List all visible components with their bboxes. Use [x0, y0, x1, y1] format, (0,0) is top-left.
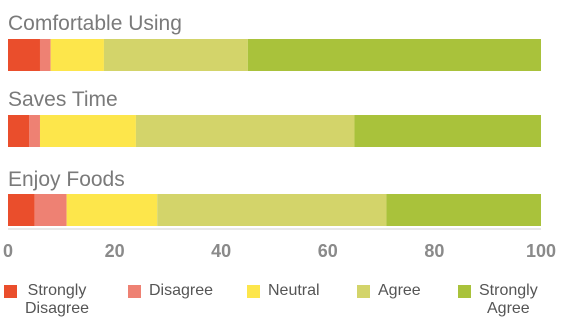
- legend-swatch-disagree: [128, 285, 141, 298]
- bar-segment-comfortable-using-disagree: [39, 39, 51, 71]
- category-label-comfortable-using: Comfortable Using: [8, 12, 182, 35]
- category-label-enjoy-foods: Enjoy Foods: [8, 168, 125, 191]
- x-tick-label-60: 60: [318, 241, 338, 261]
- bar-segment-comfortable-using-neutral: [50, 39, 104, 71]
- legend-item-strongly-disagree: Strongly Disagree: [4, 282, 89, 318]
- bar-segment-comfortable-using-agree: [103, 39, 248, 71]
- bar-segment-enjoy-foods-disagree: [34, 194, 67, 226]
- legend-label: Agree: [378, 282, 421, 299]
- category-label-saves-time: Saves Time: [8, 88, 118, 111]
- legend-label-line1: Strongly: [479, 282, 538, 299]
- bar-segment-saves-time-agree: [135, 115, 355, 147]
- bar-segment-enjoy-foods-neutral: [66, 194, 158, 226]
- bar-segment-enjoy-foods-strongly-disagree: [8, 194, 35, 226]
- legend-label: Disagree: [149, 282, 214, 299]
- legend-swatch-strongly-disagree: [4, 285, 17, 298]
- legend-item-agree: Agree: [357, 282, 421, 300]
- stacked-bar-chart: Comfortable Using Saves Time Enjoy Foods 0 2…: [3, 12, 556, 261]
- legend-label-line1: Strongly: [27, 282, 87, 299]
- legend-swatch-neutral: [247, 285, 260, 298]
- bar-segment-enjoy-foods-agree: [157, 194, 387, 226]
- legend-label-line2: Agree: [487, 300, 530, 317]
- legend-item-disagree: Disagree: [128, 282, 213, 300]
- x-tick-label-0: 0: [3, 241, 13, 261]
- x-tick-label-100: 100: [526, 241, 556, 261]
- x-tick-label-80: 80: [424, 241, 444, 261]
- bar-segment-saves-time-neutral: [39, 115, 136, 147]
- legend-item-strongly-agree: Strongly Agree: [458, 282, 538, 318]
- legend-label-line2: Disagree: [25, 300, 90, 317]
- legend-swatch-strongly-agree: [458, 285, 471, 298]
- legend-swatch-agree: [357, 285, 370, 298]
- bar-segment-saves-time-strongly-agree: [354, 115, 541, 147]
- bar-segment-comfortable-using-strongly-agree: [247, 39, 541, 71]
- bar-segment-saves-time-strongly-disagree: [8, 115, 30, 147]
- bar-segment-comfortable-using-strongly-disagree: [8, 39, 40, 71]
- bar-segment-enjoy-foods-strongly-agree: [386, 194, 541, 226]
- chart-legend: Strongly Disagree Disagree Neutral Agree…: [0, 282, 563, 322]
- legend-item-neutral: Neutral: [247, 282, 320, 300]
- bar-segment-saves-time-disagree: [29, 115, 40, 147]
- x-tick-label-40: 40: [211, 241, 231, 261]
- x-tick-label-20: 20: [105, 241, 125, 261]
- legend-label: Neutral: [268, 282, 320, 299]
